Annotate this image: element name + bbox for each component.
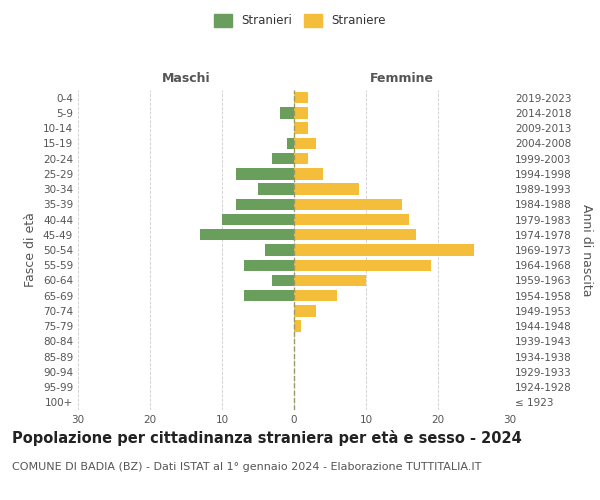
Bar <box>294 214 409 225</box>
Bar <box>294 138 316 149</box>
Bar <box>294 184 359 195</box>
Bar <box>272 275 294 286</box>
Bar <box>294 92 308 104</box>
Bar <box>294 229 416 240</box>
Y-axis label: Anni di nascita: Anni di nascita <box>580 204 593 296</box>
Bar <box>244 290 294 302</box>
Bar <box>294 244 474 256</box>
Bar <box>280 107 294 118</box>
Bar <box>258 184 294 195</box>
Text: Femmine: Femmine <box>370 72 434 85</box>
Bar <box>287 138 294 149</box>
Bar <box>200 229 294 240</box>
Bar <box>244 260 294 271</box>
Bar <box>294 275 366 286</box>
Bar <box>294 290 337 302</box>
Bar <box>272 153 294 164</box>
Bar <box>236 198 294 210</box>
Text: COMUNE DI BADIA (BZ) - Dati ISTAT al 1° gennaio 2024 - Elaborazione TUTTITALIA.I: COMUNE DI BADIA (BZ) - Dati ISTAT al 1° … <box>12 462 481 472</box>
Bar <box>294 305 316 316</box>
Bar <box>294 107 308 118</box>
Legend: Stranieri, Straniere: Stranieri, Straniere <box>211 11 389 31</box>
Bar <box>294 320 301 332</box>
Text: Popolazione per cittadinanza straniera per età e sesso - 2024: Popolazione per cittadinanza straniera p… <box>12 430 522 446</box>
Bar <box>294 198 402 210</box>
Bar <box>222 214 294 225</box>
Bar <box>236 168 294 179</box>
Bar <box>265 244 294 256</box>
Bar <box>294 260 431 271</box>
Bar <box>294 168 323 179</box>
Bar <box>294 153 308 164</box>
Text: Maschi: Maschi <box>161 72 211 85</box>
Y-axis label: Fasce di età: Fasce di età <box>25 212 37 288</box>
Bar <box>294 122 308 134</box>
